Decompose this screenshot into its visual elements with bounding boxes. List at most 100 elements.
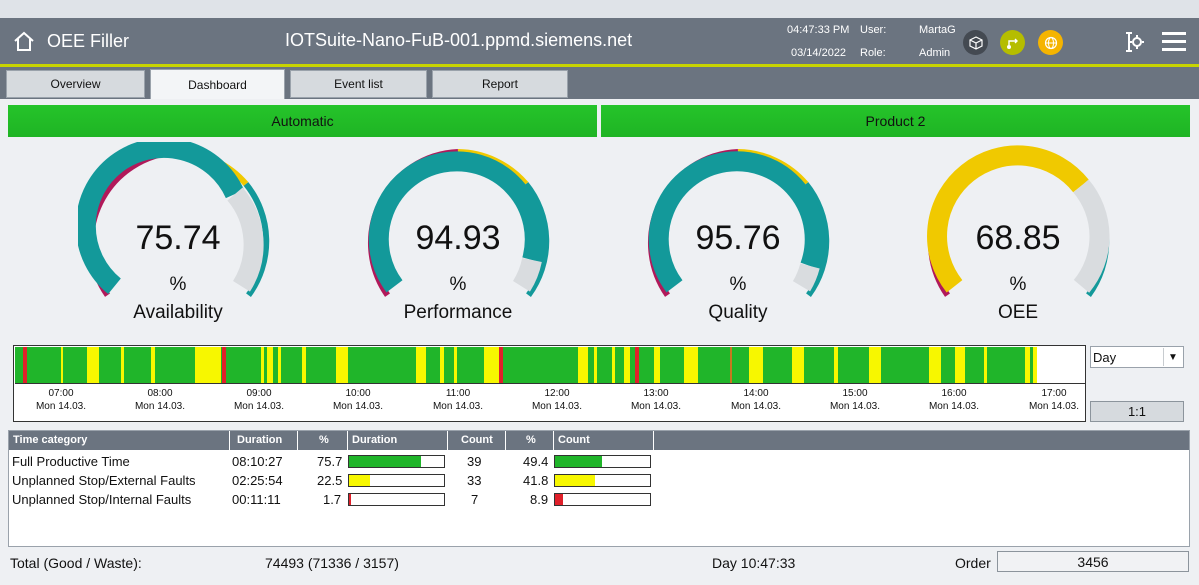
table-row: Unplanned Stop/External Faults 02:25:54 …	[9, 472, 1189, 491]
current-date: 03/14/2022	[791, 47, 847, 59]
timeline-tick: 07:00 Mon 14.03.	[31, 387, 91, 413]
timeline-segment	[121, 347, 124, 383]
order-field[interactable]: 3456	[997, 551, 1189, 572]
row-count: 33	[467, 473, 482, 488]
tab-bar: Overview Dashboard Event list Report	[0, 67, 1199, 99]
tick-time: 08:00	[147, 388, 173, 399]
timeline-segment	[484, 347, 499, 383]
timeline-segment	[1033, 347, 1037, 383]
timeline-segment	[23, 347, 27, 383]
user-role: Admin	[919, 47, 951, 59]
menu-icon[interactable]	[1162, 31, 1186, 58]
row-count: 7	[471, 492, 479, 507]
tick-date: Mon 14.03.	[432, 401, 484, 412]
tick-date: Mon 14.03.	[829, 401, 881, 412]
current-time: 04:47:33 PM	[787, 24, 850, 36]
timeline-segment	[984, 347, 987, 383]
availability-unit: %	[169, 274, 187, 295]
tick-time: 09:00	[246, 388, 272, 399]
timeline-segment	[624, 347, 630, 383]
range-select[interactable]: Day ▼	[1090, 346, 1184, 368]
timeline-tick: 13:00 Mon 14.03.	[626, 387, 686, 413]
timeline-segment	[195, 347, 221, 383]
timeline-segment	[278, 347, 281, 383]
row-category: Full Productive Time	[12, 454, 130, 469]
duration-bar-fill	[349, 494, 351, 505]
table-row: Full Productive Time 08:10:27 75.7 39 49…	[9, 453, 1189, 472]
timeline-segment	[654, 347, 660, 383]
header-divider	[447, 431, 448, 450]
performance-label: Performance	[403, 302, 513, 323]
cube-icon[interactable]	[963, 30, 988, 55]
app-title: OEE Filler	[47, 31, 130, 51]
state-timeline[interactable]: 07:00 Mon 14.03. 08:00 Mon 14.03. 09:00 Mon…	[13, 345, 1086, 422]
tick-date: Mon 14.03.	[1028, 401, 1080, 412]
chevron-down-icon[interactable]: ▼	[1163, 348, 1182, 366]
row-count-pct: 8.9	[530, 492, 549, 507]
tab-dashboard[interactable]: Dashboard	[150, 69, 285, 99]
timeline-tick: 10:00 Mon 14.03.	[328, 387, 388, 413]
col-duration: Duration	[237, 434, 283, 446]
timeline-segment	[302, 347, 306, 383]
timeline-tick: 17:00 Mon 14.03.	[1024, 387, 1084, 413]
row-duration: 08:10:27	[232, 454, 283, 469]
oee-value: 68.85	[975, 219, 1061, 257]
tab-event-list[interactable]: Event list	[290, 70, 427, 98]
timeline-segment	[267, 347, 273, 383]
tick-date: Mon 14.03.	[134, 401, 186, 412]
machine-settings-icon[interactable]	[1122, 30, 1144, 59]
top-strip	[0, 0, 1199, 18]
oee-unit: %	[1009, 274, 1027, 295]
timeline-segment	[869, 347, 881, 383]
count-bar-fill	[555, 475, 595, 486]
oee-label: OEE	[997, 302, 1039, 323]
count-bar	[554, 493, 651, 506]
user-label: User:	[860, 24, 887, 36]
timeline-tick: 12:00 Mon 14.03.	[527, 387, 587, 413]
timeline-segment	[416, 347, 426, 383]
user-name: MartaG	[919, 24, 956, 36]
device-title: IOTSuite-Nano-FuB-001.ppmd.siemens.net	[285, 30, 633, 50]
timeline-segment	[87, 347, 99, 383]
tick-date: Mon 14.03.	[35, 401, 87, 412]
header-divider	[653, 431, 654, 450]
timeline-segment	[612, 347, 615, 383]
header-divider	[505, 431, 506, 450]
connection-icon[interactable]	[1000, 30, 1025, 55]
globe-icon[interactable]	[1038, 30, 1063, 55]
row-category: Unplanned Stop/Internal Faults	[12, 492, 192, 507]
tick-date: Mon 14.03.	[928, 401, 980, 412]
col-count-bar: Count	[558, 434, 590, 446]
timeline-tick: 15:00 Mon 14.03.	[825, 387, 885, 413]
timeline-segment	[635, 347, 639, 383]
header-divider	[553, 431, 554, 450]
tick-date: Mon 14.03.	[630, 401, 682, 412]
total-value: 74493 (71336 / 3157)	[265, 555, 399, 571]
tick-time: 17:00	[1041, 388, 1067, 399]
tab-overview[interactable]: Overview	[6, 70, 145, 98]
timeline-segment	[454, 347, 457, 383]
range-select-value: Day	[1093, 350, 1117, 365]
count-bar-fill	[555, 456, 602, 467]
col-count: Count	[461, 434, 493, 446]
footer: Total (Good / Waste): 74493 (71336 / 315…	[0, 548, 1199, 585]
col-duration-pct: %	[319, 434, 329, 446]
day-duration: Day 10:47:33	[712, 555, 796, 571]
header-divider	[347, 431, 348, 450]
timeline-segment	[792, 347, 804, 383]
availability-value: 75.74	[135, 219, 221, 257]
duration-bar-fill	[349, 456, 421, 467]
row-count-pct: 41.8	[523, 473, 549, 488]
zoom-button[interactable]: 1:1	[1090, 401, 1184, 422]
tick-date: Mon 14.03.	[233, 401, 285, 412]
tick-time: 16:00	[941, 388, 967, 399]
duration-bar	[348, 474, 445, 487]
tab-report[interactable]: Report	[432, 70, 568, 98]
timeline-productive-base	[15, 347, 1033, 383]
performance-value: 94.93	[415, 219, 501, 257]
duration-bar	[348, 493, 445, 506]
total-label: Total (Good / Waste):	[10, 555, 142, 571]
home-icon[interactable]	[12, 30, 36, 54]
timeline-segment	[955, 347, 965, 383]
duration-bar	[348, 455, 445, 468]
